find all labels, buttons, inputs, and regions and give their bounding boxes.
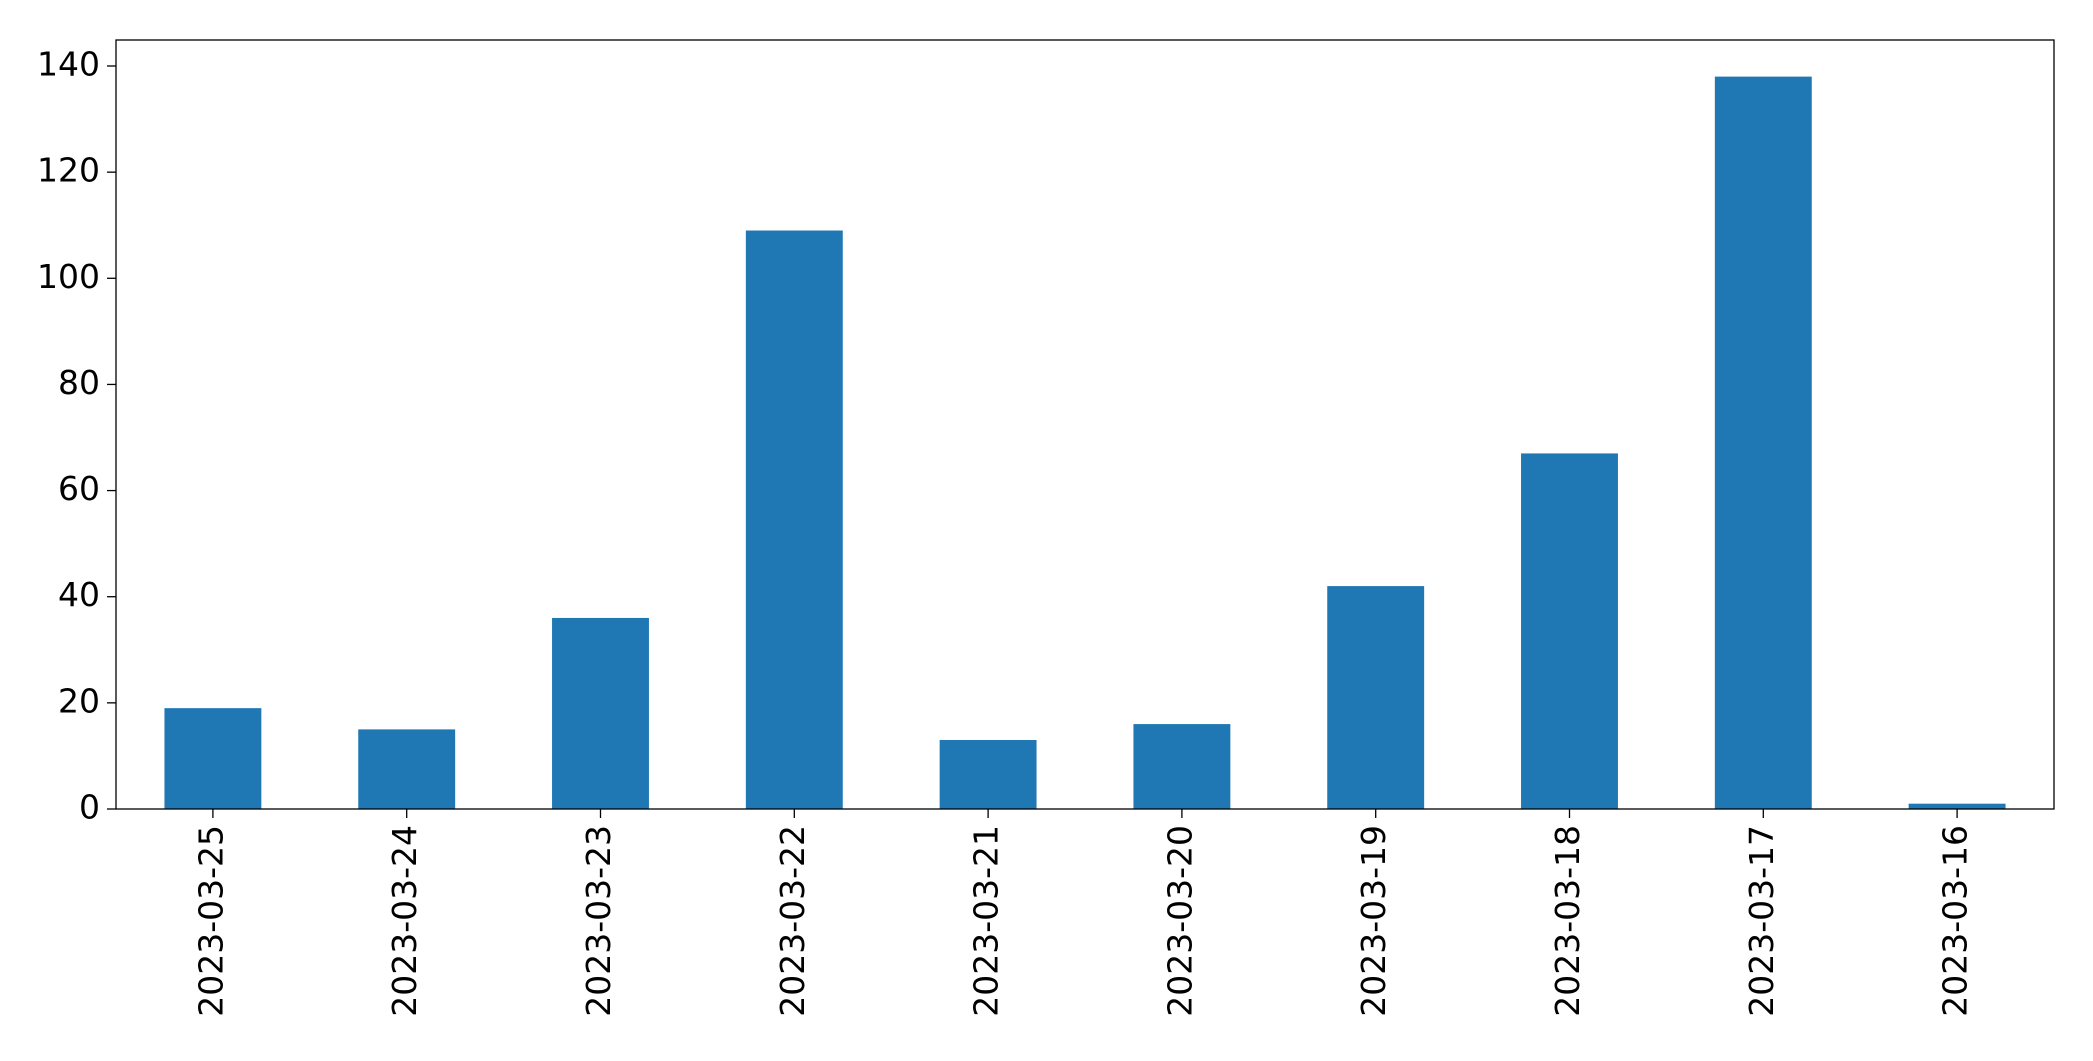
bar	[552, 617, 649, 809]
y-tick-label: 60	[58, 469, 100, 508]
y-tick-label: 120	[37, 151, 100, 190]
bar	[164, 708, 262, 809]
x-tick-label: 2023-03-21	[967, 825, 1006, 1017]
plot-frame	[115, 39, 2055, 810]
bar	[1714, 76, 1812, 810]
y-tick-label: 20	[58, 681, 100, 720]
y-tick-label: 0	[79, 788, 100, 827]
y-tick-label: 40	[58, 575, 100, 614]
y-tick-label: 140	[37, 45, 100, 84]
y-tick-label: 100	[37, 257, 100, 296]
x-tick-label: 2023-03-18	[1548, 825, 1587, 1017]
bar	[1327, 586, 1425, 809]
x-tick-label: 2023-03-24	[385, 825, 424, 1017]
x-tick-label: 2023-03-23	[579, 825, 618, 1017]
bar	[1133, 724, 1231, 809]
bar	[1521, 453, 1618, 809]
x-tick-label: 2023-03-17	[1742, 825, 1781, 1017]
bar	[939, 740, 1037, 809]
bar	[745, 230, 843, 809]
x-tick-label: 2023-03-16	[1936, 825, 1975, 1017]
x-tick-label: 2023-03-25	[191, 825, 230, 1017]
x-tick-label: 2023-03-19	[1354, 825, 1393, 1017]
y-tick-label: 80	[58, 363, 100, 402]
bar	[1908, 803, 2006, 809]
bar	[358, 729, 456, 809]
x-tick-label: 2023-03-22	[773, 825, 812, 1017]
x-tick-label: 2023-03-20	[1160, 825, 1199, 1017]
